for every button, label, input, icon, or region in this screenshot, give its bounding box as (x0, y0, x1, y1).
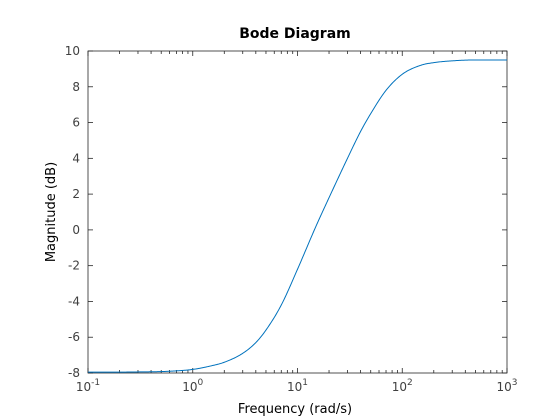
y-axis-label: Magnitude (dB) (44, 162, 59, 262)
y-tick-label: 10 (65, 44, 80, 58)
y-tick-label: -8 (68, 366, 80, 380)
x-tick-label: 103 (496, 378, 517, 394)
y-tick-label: 8 (72, 80, 80, 94)
x-tick-label: 101 (287, 378, 308, 394)
y-tick-labels: -8 -6 -4 -2 0 2 4 6 8 10 (65, 44, 80, 380)
y-tick-label: 0 (72, 223, 80, 237)
y-tick-label: -2 (68, 259, 80, 273)
plot-area (87, 50, 508, 374)
y-tick-label: 2 (72, 187, 80, 201)
magnitude-line (88, 59, 507, 373)
y-tick-label: 6 (72, 116, 80, 130)
x-axis-label: Frequency (rad/s) (238, 402, 352, 417)
y-tick-label: 4 (72, 151, 80, 165)
y-tick-label: -6 (68, 330, 80, 344)
chart-title: Bode Diagram (239, 26, 351, 42)
x-tick-label: 10-1 (76, 378, 100, 394)
x-tick-label: 102 (392, 378, 413, 394)
axis-ticks (87, 50, 508, 374)
x-tick-label: 100 (182, 378, 203, 394)
x-tick-labels: 10-1 100 101 102 103 (76, 378, 518, 394)
y-tick-label: -4 (68, 294, 80, 308)
